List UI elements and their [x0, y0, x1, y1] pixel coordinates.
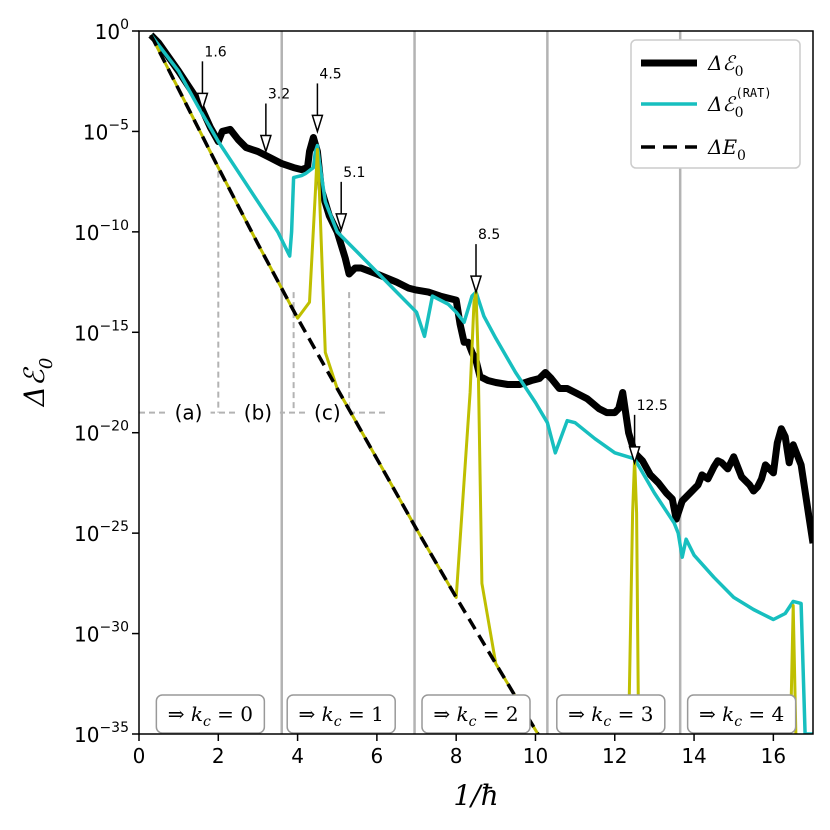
plot-frame: [138, 30, 814, 735]
x-tick-label-8: 16: [761, 744, 786, 768]
arrow-5: 12.5: [628, 398, 668, 466]
arrow-label-2: 4.5: [319, 66, 341, 82]
x-tick-label-1: 2: [212, 744, 225, 768]
kc-box-label-3: ⇒ kc = 3: [568, 702, 653, 730]
series-line-2: [149, 34, 541, 734]
arrow-3: 5.1: [335, 165, 365, 233]
y-axis-ticks: 100 10−5 10−10 10−15 10−20 10−25 10−30 10−35: [74, 17, 139, 747]
legend-frame: [630, 39, 801, 169]
region-label-2: (c): [314, 401, 341, 425]
legend: Δℰ0 Δℰ0(RAT) ΔE0: [630, 39, 801, 169]
arrow-head-1: [259, 134, 272, 155]
y-tick-label-7: 10−35: [74, 720, 129, 747]
legend-label-2: ΔE0: [707, 135, 746, 164]
y-tick-label-4: 10−20: [74, 419, 129, 446]
kc-box-0: ⇒ kc = 0: [155, 694, 266, 734]
region-label-bg-0: [166, 398, 211, 427]
kc-box-label-1: ⇒ kc = 1: [299, 702, 384, 730]
arrow-head-4: [469, 275, 483, 295]
legend-label-1: Δℰ0(RAT): [707, 86, 772, 121]
kc-box-2: ⇒ kc = 2: [421, 694, 531, 734]
region-label-1: (b): [244, 401, 272, 425]
arrow-label-0: 1.6: [204, 44, 226, 60]
arrow-4: 8.5: [469, 227, 500, 295]
kc-boxes: ⇒ kc = 0 ⇒ kc = 1 ⇒ kc = 2 ⇒ kc = 3 ⇒ kc = 4: [155, 694, 797, 734]
x-tick-label-6: 12: [602, 744, 627, 768]
arrow-head-2: [311, 114, 324, 134]
x-tick-label-4: 8: [450, 744, 463, 768]
x-tick-label-3: 6: [371, 744, 384, 768]
kc-box-1: ⇒ kc = 1: [286, 694, 396, 734]
arrow-2: 4.5: [311, 66, 342, 134]
arrow-head-3: [335, 213, 348, 233]
series-line-0: [148, 32, 813, 544]
kc-box-frame-3: [556, 694, 666, 734]
x-tick-label-7: 14: [681, 744, 706, 768]
kc-box-frame-2: [421, 694, 531, 734]
region-label-bg-2: [305, 398, 350, 427]
y-tick-label-0: 100: [95, 17, 129, 44]
y-tick-label-2: 10−10: [74, 218, 129, 245]
arrow-head-5: [628, 446, 641, 466]
arrow-annotations: 1.6 3.2 4.5 5.1 8.5 12.5: [196, 44, 668, 466]
kc-box-label-2: ⇒ kc = 2: [433, 702, 518, 730]
kc-box-frame-1: [286, 694, 396, 734]
arrow-head-0: [196, 92, 209, 112]
region-dividers: (a) (b) (c): [139, 171, 389, 427]
kc-box-frame-4: [686, 694, 797, 734]
arrow-label-5: 12.5: [637, 398, 668, 414]
arrow-label-4: 8.5: [478, 227, 500, 243]
kc-box-3: ⇒ kc = 3: [556, 694, 666, 734]
x-tick-label-2: 4: [291, 744, 304, 768]
arrow-0: 1.6: [196, 44, 227, 112]
y-tick-label-6: 10−30: [74, 620, 129, 647]
x-tick-label-0: 0: [133, 744, 146, 768]
arrow-1: 3.2: [259, 87, 290, 155]
y-tick-label-5: 10−25: [74, 519, 129, 546]
y-tick-label-3: 10−15: [74, 318, 129, 345]
x-tick-label-5: 10: [523, 744, 548, 768]
x-axis-ticks: 0 2 4 6 8 10 12 14 16: [133, 734, 786, 768]
kc-box-frame-0: [155, 694, 266, 734]
arrow-label-1: 3.2: [268, 87, 290, 103]
y-axis-label: Δℰ0: [18, 358, 57, 408]
y-tick-label-1: 10−5: [83, 117, 129, 144]
arrow-label-3: 5.1: [343, 165, 365, 181]
kc-box-label-0: ⇒ kc = 0: [168, 702, 253, 730]
region-label-bg-1: [235, 398, 280, 427]
region-label-0: (a): [175, 401, 203, 425]
kc-box-4: ⇒ kc = 4: [686, 694, 797, 734]
legend-label-0: Δℰ0: [707, 51, 743, 80]
series-line-1: [149, 33, 813, 734]
kc-box-label-4: ⇒ kc = 4: [699, 702, 784, 730]
x-axis-label: 1/ħ: [453, 779, 498, 812]
